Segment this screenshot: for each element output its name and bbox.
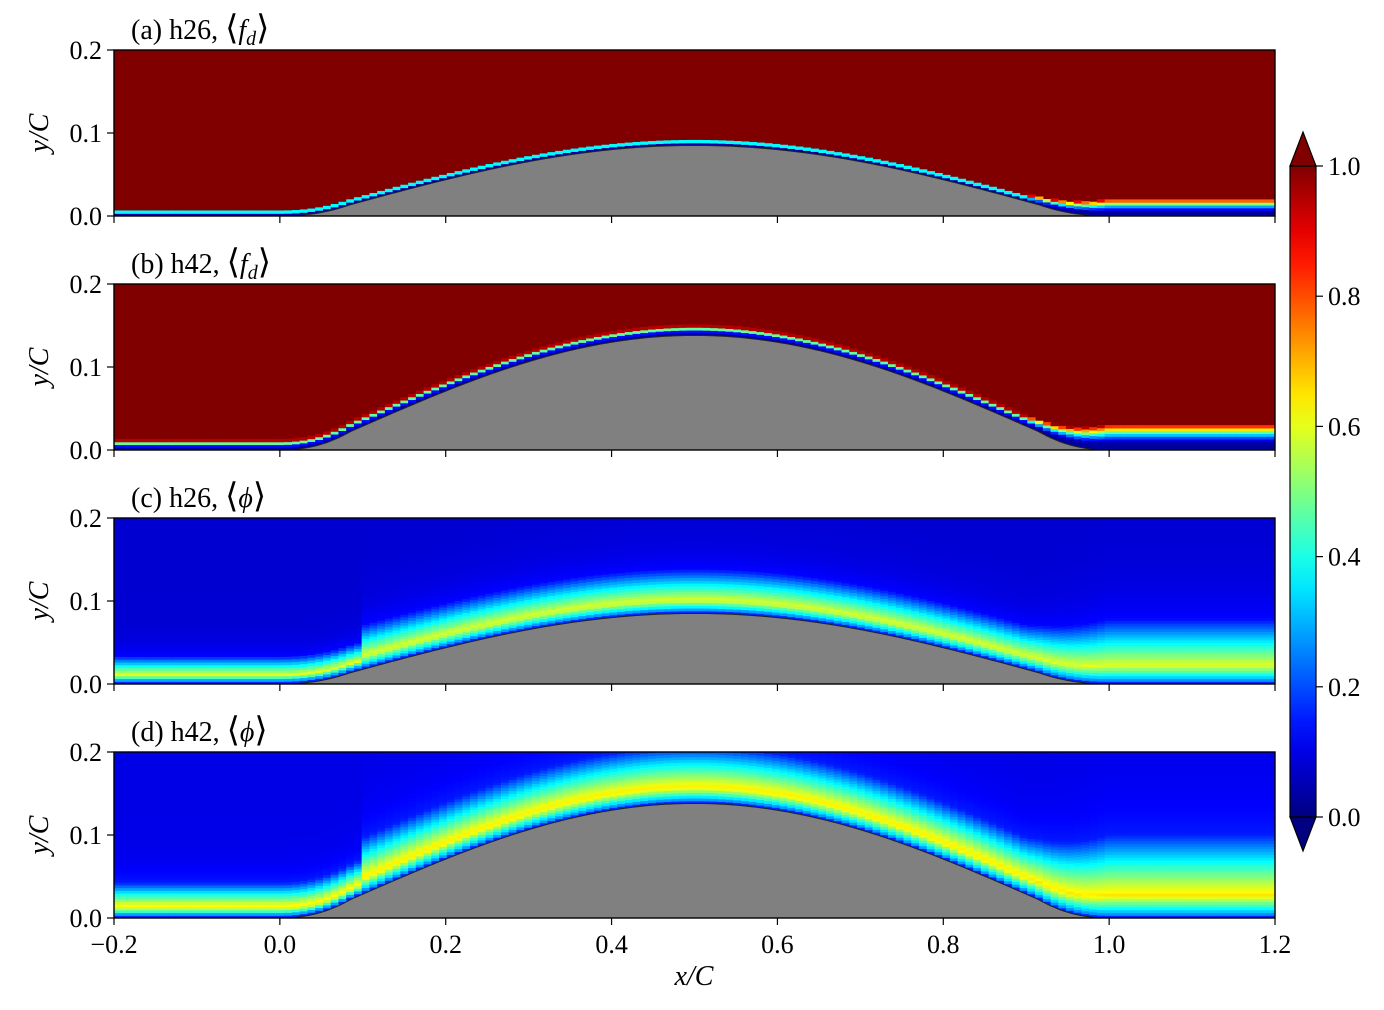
x-tick-label: 1.0 bbox=[1093, 930, 1126, 959]
x-tick-label: 0.2 bbox=[429, 930, 462, 959]
hill-geometry bbox=[279, 334, 1110, 450]
colorbar: 0.0 0.2 0.4 0.6 0.8 1.0 bbox=[1289, 130, 1361, 853]
panel-title: (d) h42, ⟨ϕ⟩ bbox=[131, 712, 268, 749]
y-axis-label: y/C bbox=[24, 347, 55, 389]
x-axis-label: x/C bbox=[674, 961, 714, 992]
panel-title: (b) h42, ⟨fd⟩ bbox=[131, 244, 271, 284]
colorbar-frame bbox=[1289, 165, 1317, 818]
y-tick-label: 0.1 bbox=[70, 587, 103, 616]
contour-field bbox=[114, 284, 1275, 450]
contour-field bbox=[114, 518, 1275, 684]
x-tick-label: 0.0 bbox=[264, 930, 297, 959]
y-tick-label: 0.2 bbox=[70, 504, 103, 533]
y-tick-label: 0.0 bbox=[70, 202, 103, 231]
panels: 0.0 0.1 0.2 y/C (a) h26, ⟨fd⟩ 0.0 0.1 0.2 y/C (b)… bbox=[24, 10, 1291, 959]
y-axis-label: y/C bbox=[24, 815, 55, 857]
x-tick-label: 0.6 bbox=[761, 930, 794, 959]
y-axis-label: y/C bbox=[24, 113, 55, 155]
x-tick-label: −0.2 bbox=[90, 930, 137, 959]
y-tick-label: 0.1 bbox=[70, 119, 103, 148]
x-tick-label: 0.4 bbox=[595, 930, 628, 959]
hill-geometry bbox=[279, 144, 1110, 216]
colorbar-tick-label: 0.2 bbox=[1328, 673, 1361, 702]
contour-field bbox=[114, 752, 1275, 918]
y-tick-label: 0.1 bbox=[70, 821, 103, 850]
colorbar-tick-label: 0.4 bbox=[1328, 543, 1361, 572]
colorbar-tick-label: 0.8 bbox=[1328, 282, 1361, 311]
y-tick-label: 0.0 bbox=[70, 436, 103, 465]
y-tick-label: 0.1 bbox=[70, 353, 103, 382]
x-tick-label: 0.8 bbox=[927, 930, 960, 959]
hill-geometry bbox=[279, 612, 1110, 684]
y-tick-label: 0.2 bbox=[70, 36, 103, 65]
colorbar-tick-label: 0.0 bbox=[1328, 803, 1361, 832]
y-tick-label: 0.2 bbox=[70, 738, 103, 767]
panel-b: 0.0 0.1 0.2 y/C (b) h42, ⟨fd⟩ bbox=[24, 244, 1276, 465]
x-tick-label: 1.2 bbox=[1259, 930, 1292, 959]
hill-geometry bbox=[279, 802, 1110, 918]
colorbar-gradient bbox=[1290, 166, 1316, 817]
colorbar-extend-max bbox=[1289, 130, 1317, 167]
contour-field bbox=[114, 50, 1275, 216]
panel-d: 0.00.10.2−0.2 0.0 0.2 0.4 0.6 0.8 1.0 1.2y/C(d)… bbox=[24, 712, 1291, 959]
colorbar-tick-label: 0.6 bbox=[1328, 412, 1361, 441]
y-tick-label: 0.0 bbox=[70, 904, 103, 933]
y-tick-label: 0.2 bbox=[70, 270, 103, 299]
panel-title: (c) h26, ⟨ϕ⟩ bbox=[131, 478, 266, 515]
colorbar-extend-min bbox=[1289, 816, 1317, 853]
panel-title: (a) h26, ⟨fd⟩ bbox=[131, 10, 269, 50]
y-axis-label: y/C bbox=[24, 581, 55, 623]
y-tick-label: 0.0 bbox=[70, 670, 103, 699]
colorbar-tick-label: 1.0 bbox=[1328, 152, 1361, 181]
panel-c: 0.0 0.1 0.2 y/C (c) h26, ⟨ϕ⟩ bbox=[24, 478, 1276, 699]
panel-a: 0.0 0.1 0.2 y/C (a) h26, ⟨fd⟩ bbox=[24, 10, 1276, 231]
